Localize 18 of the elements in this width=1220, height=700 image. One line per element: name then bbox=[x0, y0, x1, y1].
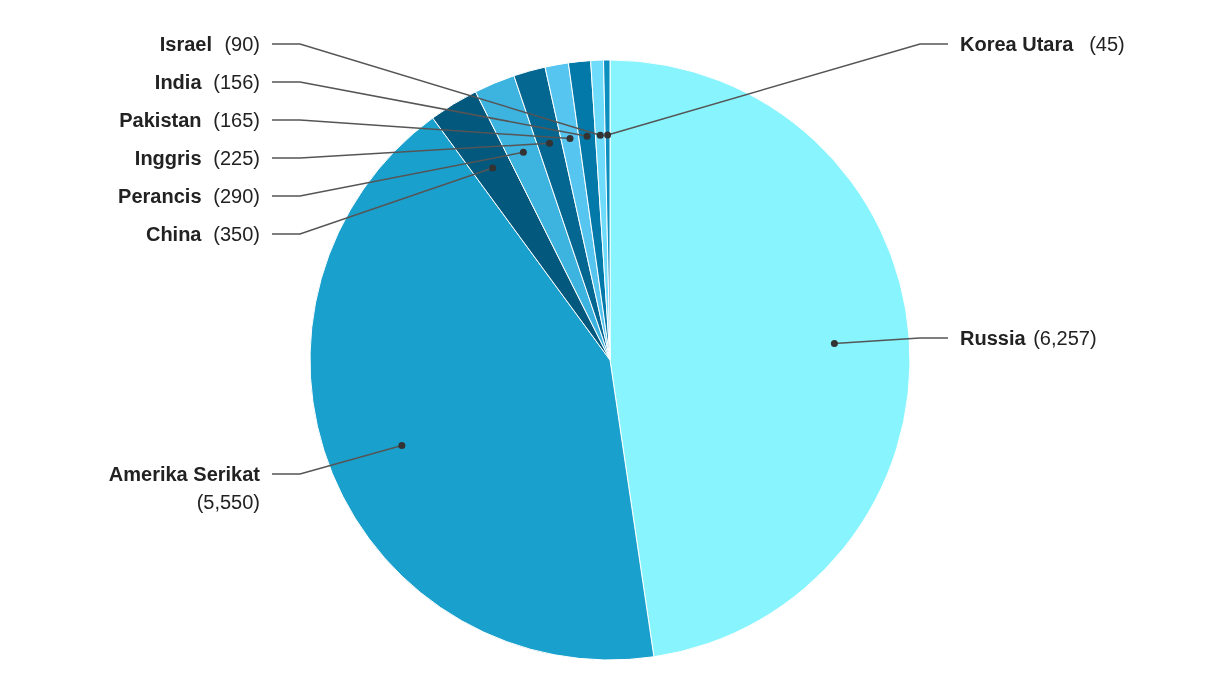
slice-label: Pakistan bbox=[119, 109, 202, 131]
slice-label: Korea Utara bbox=[960, 33, 1075, 55]
data-label: (45) bbox=[1089, 33, 1125, 55]
slice-label: Amerika Serikat bbox=[108, 462, 261, 485]
data-label: (225) bbox=[213, 147, 260, 169]
data-label: (156) bbox=[213, 71, 260, 93]
slice-label: India bbox=[154, 71, 203, 93]
data-label: (6,257) bbox=[1033, 326, 1097, 349]
slice-label: Israel bbox=[159, 33, 212, 55]
data-label: (5,550) bbox=[196, 490, 260, 513]
slice-label: Russia bbox=[960, 326, 1027, 349]
data-label: (165) bbox=[213, 109, 260, 131]
slice-label: China bbox=[145, 223, 203, 245]
data-label: (290) bbox=[213, 185, 260, 207]
data-label: (350) bbox=[213, 223, 260, 245]
data-label: (90) bbox=[224, 33, 260, 55]
slice-label: Inggris bbox=[134, 147, 202, 169]
slice-label: Perancis bbox=[118, 185, 202, 207]
